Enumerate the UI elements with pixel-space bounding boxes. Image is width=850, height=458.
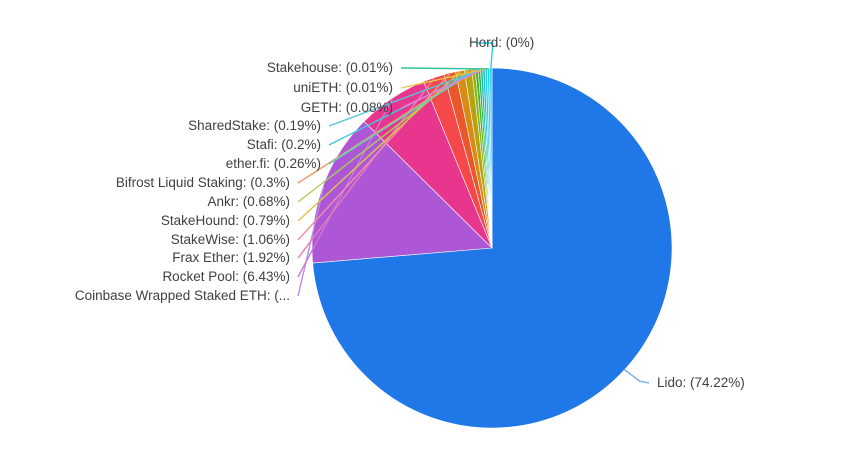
pie-slices-group <box>311 67 673 429</box>
pie-slice-label: GETH: (0.08%) <box>301 100 393 115</box>
pie-label-leader-line <box>297 78 435 259</box>
pie-slice-label: StakeHound: (0.79%) <box>161 213 290 228</box>
pie-slice-label: ether.fi: (0.26%) <box>226 156 321 171</box>
pie-slice-label: Stakehouse: (0.01%) <box>267 60 393 75</box>
pie-slice-label: Coinbase Wrapped Staked ETH: (... <box>75 288 290 303</box>
pie-slice-label: Lido: (74.22%) <box>657 375 745 390</box>
pie-label-leader-line <box>297 69 474 184</box>
pie-slice-label: Stafi: (0.2%) <box>247 137 321 152</box>
pie-label-leader-line <box>328 69 478 165</box>
pie-label-leader-line <box>477 42 494 69</box>
pie-slice-label: Ankr: (0.68%) <box>207 194 290 209</box>
pie-slice-label: uniETH: (0.01%) <box>293 80 393 95</box>
leader-lines-group <box>297 42 650 384</box>
slice-labels-group: Lido: (74.22%) Coinbase Wrapped Staked ET… <box>75 35 745 390</box>
pie-slice-label: SharedStake: (0.19%) <box>188 118 321 133</box>
pie-slice-label: StakeWise: (1.06%) <box>171 232 290 247</box>
pie-slice-label: Rocket Pool: (6.43%) <box>162 269 290 284</box>
pie-slice-label: Bifrost Liquid Staking: (0.3%) <box>116 175 290 190</box>
pie-slice-label: Hord: (0%) <box>469 35 534 50</box>
pie-label-leader-line <box>400 68 487 89</box>
pie-label-leader-line <box>328 68 482 127</box>
pie-label-leader-line <box>400 67 489 70</box>
pie-label-leader-line <box>400 68 485 109</box>
pie-slice-label: Frax Ether: (1.92%) <box>172 250 290 265</box>
pie-label-leader-line <box>623 368 650 384</box>
